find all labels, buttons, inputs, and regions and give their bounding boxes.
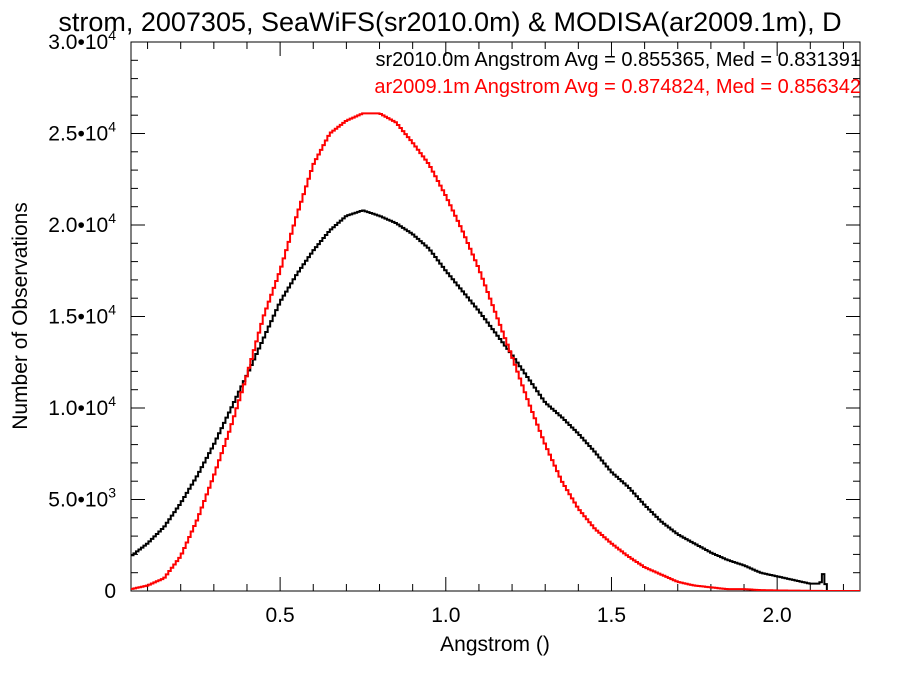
x-tick-label: 0.5	[266, 604, 295, 627]
y-tick-labels: 05.0•1031.0•1041.5•1042.0•1042.5•1043.0•…	[48, 27, 116, 603]
y-tick-mantissa: 1.5•10	[48, 306, 108, 329]
series-lines	[131, 112, 860, 591]
y-tick-label: 3.0•104	[48, 27, 116, 54]
x-tick-label: 1.5	[597, 604, 626, 627]
series-line-sr2010	[131, 209, 860, 591]
legend: sr2010.0m Angstrom Avg = 0.855365, Med =…	[374, 49, 861, 98]
axis-ticks	[131, 41, 860, 592]
y-tick-mantissa: 2.5•10	[48, 123, 108, 146]
y-tick-mantissa: 2.0•10	[48, 214, 108, 237]
y-tick-mantissa: 5.0•10	[48, 489, 108, 512]
y-tick-label: 1.5•104	[48, 302, 116, 329]
y-tick-mantissa: 3.0•10	[48, 31, 108, 54]
y-tick-exponent: 4	[108, 393, 116, 409]
y-axis-label: Number of Observations	[9, 202, 32, 430]
legend-entry-ar2009: ar2009.1m Angstrom Avg = 0.874824, Med =…	[374, 76, 861, 98]
y-tick-mantissa: 0	[104, 580, 116, 603]
y-tick-exponent: 4	[108, 27, 116, 43]
y-tick-exponent: 4	[108, 119, 116, 135]
y-tick-label: 2.0•104	[48, 210, 116, 237]
y-tick-label: 0	[104, 580, 116, 603]
y-tick-label: 5.0•103	[48, 485, 116, 512]
series-line-ar2009	[131, 112, 860, 591]
chart-title: strom, 2007305, SeaWiFS(sr2010.0m) & MOD…	[58, 7, 841, 37]
y-tick-label: 2.5•104	[48, 119, 116, 146]
legend-entry-sr2010: sr2010.0m Angstrom Avg = 0.855365, Med =…	[375, 49, 861, 71]
x-tick-label: 2.0	[763, 604, 792, 627]
x-axis-label: Angstrom ()	[440, 633, 550, 656]
y-tick-exponent: 3	[108, 485, 116, 501]
x-tick-labels: 0.5 1.0 1.5 2.0	[266, 604, 792, 627]
y-tick-label: 1.0•104	[48, 393, 116, 420]
x-tick-label: 1.0	[431, 604, 460, 627]
y-tick-exponent: 4	[108, 210, 116, 226]
y-tick-exponent: 4	[108, 302, 116, 318]
y-tick-mantissa: 1.0•10	[48, 397, 108, 420]
